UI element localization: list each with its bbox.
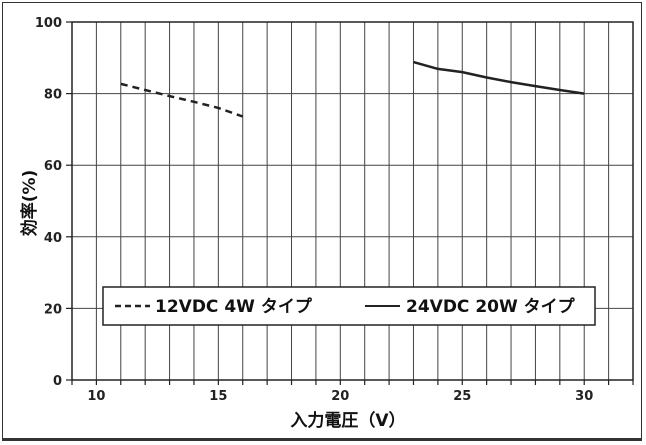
tick-labels: 10 15 20 25 30 0 20 40 60 80 100: [35, 16, 593, 404]
y-tick-label: 0: [53, 374, 62, 389]
series-line-24v: [413, 60, 585, 95]
axes: [66, 21, 634, 385]
y-tick-label: 60: [44, 159, 62, 174]
grid: [71, 21, 634, 381]
x-tick-label: 30: [575, 389, 593, 404]
x-tick-label: 15: [209, 389, 227, 404]
x-tick-label: 10: [87, 389, 105, 404]
y-tick-label: 100: [35, 16, 62, 31]
x-tick-label: 25: [453, 389, 471, 404]
series-line-12v: [120, 82, 244, 118]
y-tick-label: 80: [44, 88, 62, 103]
y-tick-label: 40: [44, 231, 62, 246]
series-layer: [120, 60, 585, 118]
x-axis-title: 入力電圧（V）: [290, 410, 405, 431]
x-tick-label: 20: [331, 389, 349, 404]
legend-label-24v: 24VDC 20W タイプ: [406, 296, 576, 317]
legend-label-12v: 12VDC 4W タイプ: [155, 296, 313, 317]
legend: 12VDC 4W タイプ 24VDC 20W タイプ: [102, 286, 596, 326]
plot-border: [71, 21, 634, 381]
legend-box: [102, 286, 596, 326]
y-axis-title: 効率(%): [19, 170, 40, 237]
y-tick-label: 20: [44, 302, 62, 317]
